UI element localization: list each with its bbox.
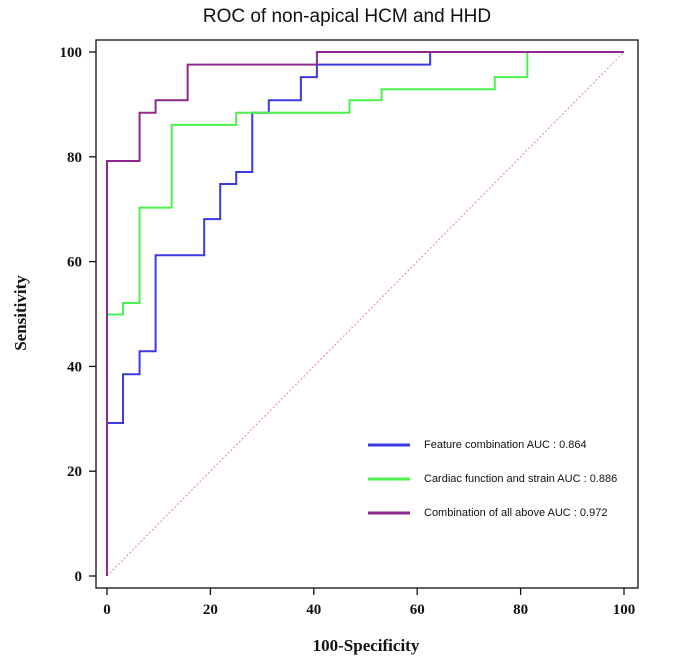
- legend: Feature combination AUC : 0.864 Cardiac f…: [368, 439, 617, 519]
- x-tick-label-0: 0: [103, 602, 111, 618]
- series-line-0: [106, 51, 624, 576]
- series-line-2: [106, 51, 624, 576]
- x-tick-label-3: 60: [410, 602, 425, 618]
- legend-label-1: Cardiac function and strain AUC : 0.886: [424, 473, 617, 485]
- x-tick-label-4: 80: [513, 602, 528, 618]
- y-tick-label-4: 80: [67, 150, 82, 166]
- y-tick-label-3: 60: [67, 255, 82, 271]
- reference-diagonal-line: [106, 51, 625, 577]
- y-tick-label-2: 40: [67, 359, 82, 375]
- y-tick-label-5: 100: [60, 45, 83, 61]
- y-tick-label-0: 0: [75, 569, 83, 585]
- y-tick-label-1: 20: [67, 464, 82, 480]
- reference-layer: [106, 51, 625, 577]
- x-tick-label-1: 20: [203, 602, 218, 618]
- chart-title: ROC of non-apical HCM and HHD: [203, 6, 491, 27]
- axis-layer: 0 20 40 60 80 100 0 20 40 60 80 100: [60, 45, 636, 618]
- y-axis-label: Sensitivity: [11, 275, 30, 351]
- plot-frame: [95, 39, 639, 589]
- series-line-1: [106, 51, 624, 576]
- legend-label-2: Combination of all above AUC : 0.972: [424, 507, 607, 519]
- x-axis-label: 100-Specificity: [313, 636, 420, 655]
- legend-label-0: Feature combination AUC : 0.864: [424, 439, 587, 451]
- series-layer: [106, 51, 624, 576]
- x-tick-label-5: 100: [613, 602, 636, 618]
- x-tick-label-2: 40: [306, 602, 321, 618]
